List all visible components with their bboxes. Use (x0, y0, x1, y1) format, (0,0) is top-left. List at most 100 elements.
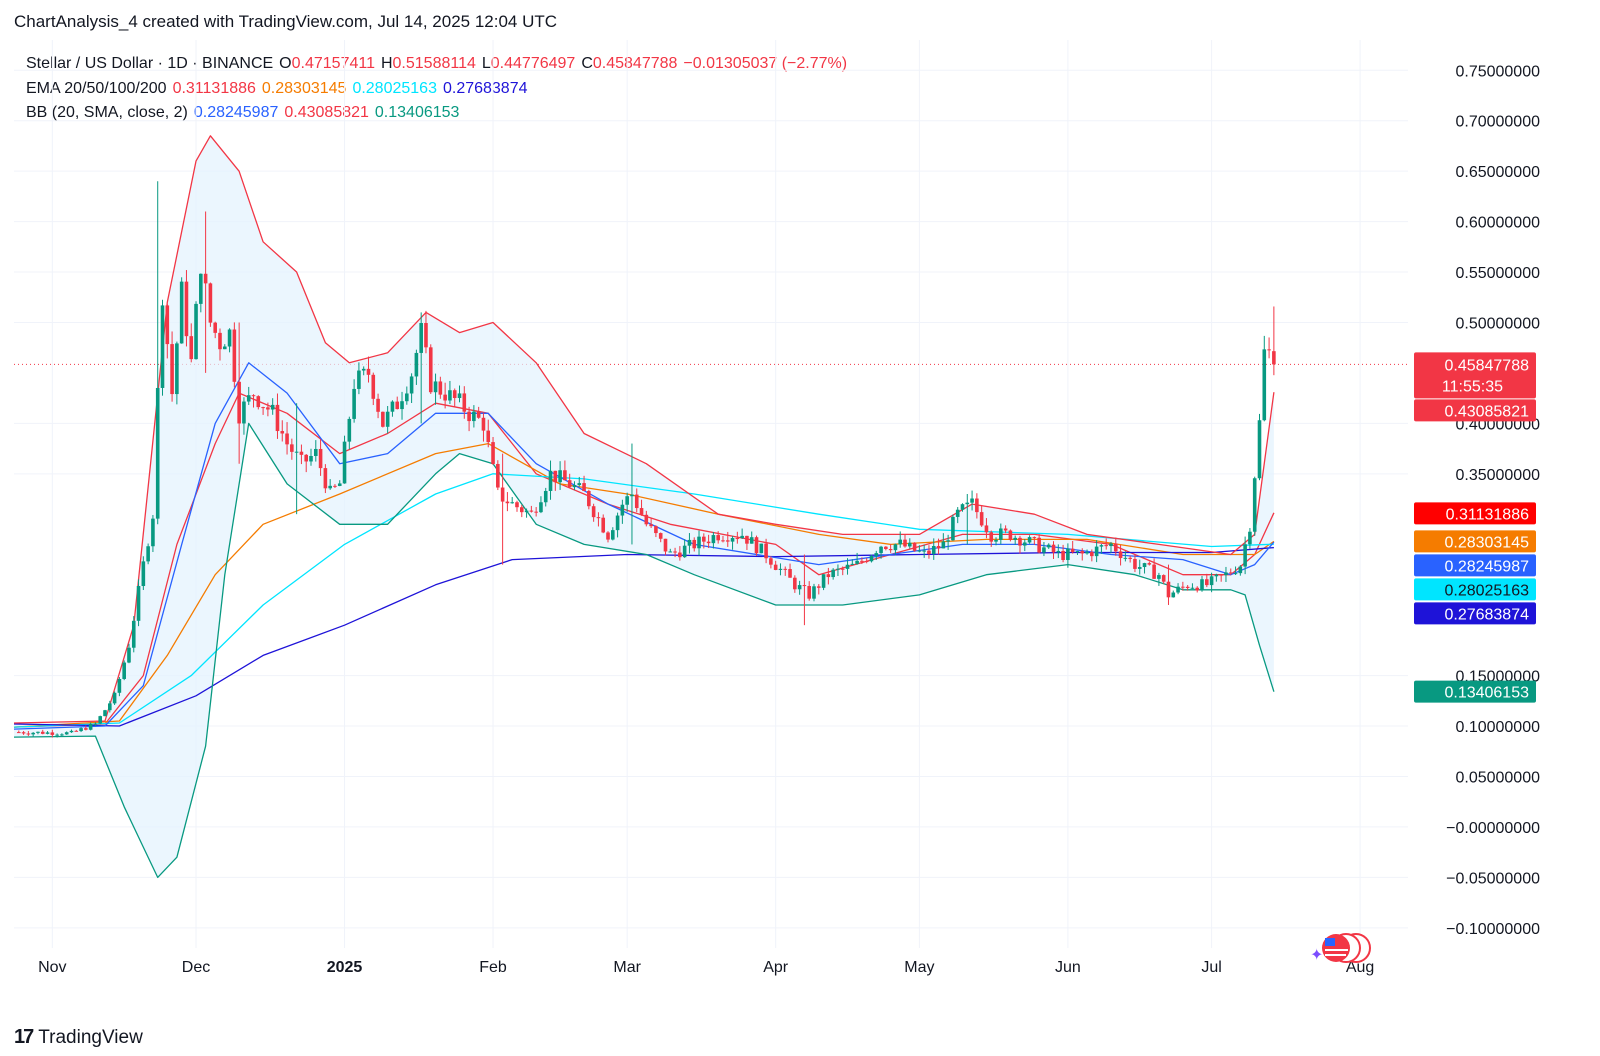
candle-body (505, 501, 510, 504)
price-label-value: 0.28245987 (1444, 558, 1529, 575)
candle-body (543, 490, 548, 503)
ema20-value: 0.31131886 (172, 79, 256, 97)
candle-36 (189, 323, 194, 363)
candle-80 (400, 391, 404, 420)
candle-body (591, 506, 596, 518)
tradingview-brand[interactable]: 17 TradingView (14, 1026, 143, 1049)
candle-body (1051, 544, 1056, 553)
candle-225 (1094, 540, 1099, 563)
candle-body (1013, 537, 1017, 540)
candle-body (898, 539, 903, 545)
x-axis[interactable]: Nov Dec 2025 Feb Mar Apr May Jun Jul Aug (38, 959, 1374, 976)
candle-73 (366, 356, 371, 383)
candle-63 (318, 438, 323, 476)
candle-220 (1070, 540, 1075, 554)
candle-body (1099, 545, 1104, 547)
candle-body (1032, 537, 1037, 539)
candle-185 (903, 534, 907, 548)
candle-body (601, 517, 606, 533)
x-tick-label: May (904, 959, 934, 976)
candle-body (443, 394, 447, 401)
candle-body (294, 451, 299, 453)
candle-body (261, 407, 265, 409)
candle-body (1046, 544, 1051, 548)
us-flag-icon[interactable]: ✦ (1310, 933, 1371, 964)
candle-249 (1209, 572, 1214, 593)
candle-135 (663, 538, 668, 556)
candle-240 (1166, 564, 1171, 605)
ohlc-high: 0.51588114 (392, 55, 476, 72)
bb-upper-value: 0.43085821 (284, 104, 369, 121)
candle-body (299, 451, 304, 455)
candle-133 (654, 525, 658, 538)
candle-191 (931, 538, 936, 560)
candle-139 (682, 539, 687, 558)
candle-body (620, 504, 625, 516)
candle-body (491, 442, 495, 464)
candle-body (50, 732, 55, 735)
candle-body (266, 407, 270, 410)
candle-180 (879, 545, 883, 559)
candle-body (634, 494, 639, 509)
candle-27 (146, 543, 150, 565)
candle-body (26, 733, 31, 735)
candle-66 (333, 484, 337, 489)
candle-88 (438, 376, 443, 399)
candle-87 (433, 373, 438, 405)
candle-body (735, 538, 740, 540)
candle-body (127, 647, 131, 663)
candle-body (1070, 548, 1075, 553)
x-tick-label: Apr (763, 959, 789, 976)
candle-215 (1046, 543, 1051, 549)
candle-body (1267, 349, 1271, 351)
ema200-value: 0.27683874 (442, 79, 528, 97)
candle-body (1080, 551, 1085, 554)
y-tick-label: 0.50000000 (1455, 315, 1540, 332)
candle-body (1022, 542, 1027, 546)
candle-body (486, 430, 491, 443)
candle-body (74, 730, 79, 732)
candle-176 (860, 557, 864, 565)
candle-92 (457, 385, 462, 403)
bollinger-bands (14, 135, 1274, 878)
candle-51 (261, 406, 265, 415)
candle-38 (199, 273, 203, 313)
candle-body (1094, 546, 1099, 557)
candle-body (1042, 547, 1046, 553)
candle-body (826, 574, 831, 578)
candle-111 (548, 460, 553, 500)
candle-127 (625, 492, 629, 512)
candle-body (534, 511, 538, 513)
candle-body (903, 539, 907, 547)
candle-body (1142, 563, 1147, 568)
candle-141 (692, 537, 697, 552)
bb-label[interactable]: BB (20, SMA, close, 2) (26, 104, 188, 121)
candle-body (553, 470, 558, 483)
candle-body (472, 411, 476, 422)
y-axis[interactable]: 0.75000000 0.70000000 0.65000000 0.60000000… (1446, 63, 1540, 938)
candle-body (448, 390, 452, 401)
symbol-name[interactable]: Stellar / US Dollar · 1D · BINANCE (26, 55, 274, 72)
y-tick-label: 0.75000000 (1455, 63, 1540, 80)
candle-108 (534, 507, 538, 517)
ema-label[interactable]: EMA 20/50/100/200 (26, 79, 167, 97)
y-tick-label: 0.10000000 (1455, 719, 1540, 736)
price-label-box (1414, 680, 1536, 703)
candle-body (893, 544, 898, 551)
candle-body (697, 536, 701, 549)
candle-body (428, 347, 433, 393)
candle-123 (606, 531, 610, 543)
candle-75 (376, 393, 380, 419)
candle-211 (1027, 535, 1032, 544)
candle-body (831, 569, 835, 578)
candle-body (424, 323, 428, 348)
candle-58 (294, 403, 299, 515)
candle-238 (1157, 572, 1161, 586)
candle-245 (1190, 583, 1195, 590)
price-label-value: 0.31131886 (1446, 506, 1529, 523)
candle-136 (668, 548, 673, 553)
candle-231 (1123, 551, 1128, 562)
candle-body (673, 551, 677, 553)
candle-body (309, 455, 313, 462)
